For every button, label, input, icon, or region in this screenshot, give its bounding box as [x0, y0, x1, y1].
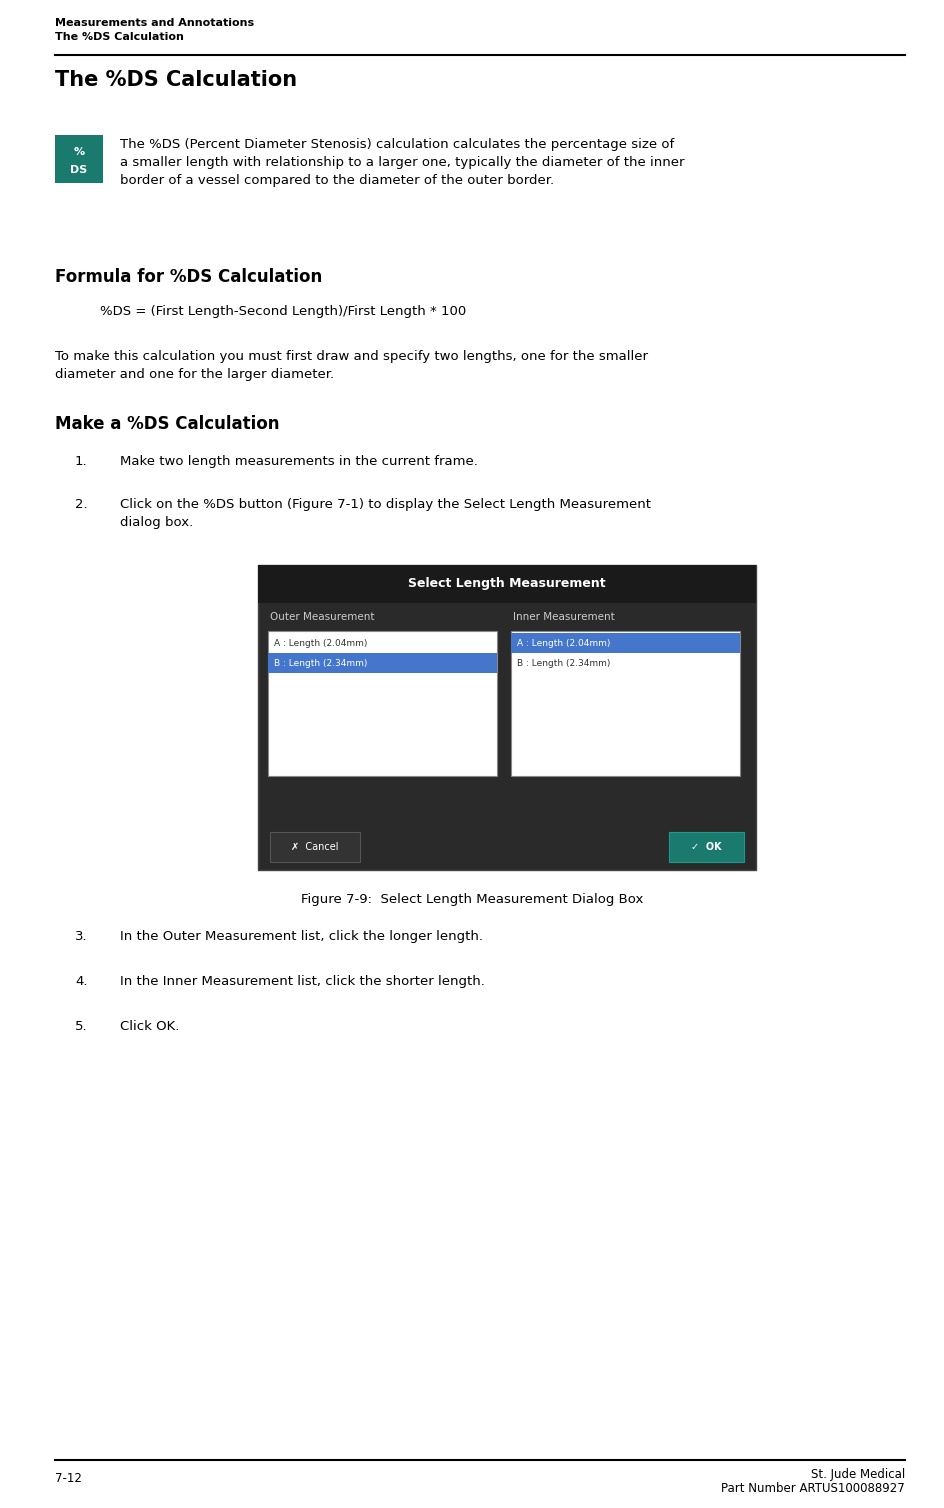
- Text: Outer Measurement: Outer Measurement: [270, 612, 374, 621]
- Text: DS: DS: [70, 164, 88, 175]
- Text: ✗  Cancel: ✗ Cancel: [291, 841, 338, 852]
- Bar: [511, 630, 739, 777]
- Text: 1.: 1.: [75, 455, 88, 467]
- Text: Part Number ARTUS100088927: Part Number ARTUS100088927: [720, 1482, 904, 1494]
- Text: B : Length (2.34mm): B : Length (2.34mm): [274, 659, 367, 668]
- Text: Make a %DS Calculation: Make a %DS Calculation: [55, 415, 279, 433]
- Text: Select Length Measurement: Select Length Measurement: [408, 578, 605, 591]
- Text: Figure 7-9:  Select Length Measurement Dialog Box: Figure 7-9: Select Length Measurement Di…: [300, 893, 643, 906]
- Bar: [55, 136, 103, 182]
- Bar: [668, 832, 743, 863]
- Text: To make this calculation you must first draw and specify two lengths, one for th: To make this calculation you must first …: [55, 350, 648, 382]
- Bar: [511, 633, 739, 653]
- Bar: [270, 832, 360, 863]
- Text: A : Length (2.04mm): A : Length (2.04mm): [274, 638, 367, 647]
- Text: St. Jude Medical: St. Jude Medical: [810, 1467, 904, 1481]
- Text: Click OK.: Click OK.: [120, 1019, 179, 1033]
- Text: Formula for %DS Calculation: Formula for %DS Calculation: [55, 268, 322, 287]
- Text: 2.: 2.: [75, 498, 88, 511]
- Bar: [268, 653, 497, 673]
- Text: %: %: [74, 146, 84, 157]
- Text: A : Length (2.04mm): A : Length (2.04mm): [516, 638, 610, 647]
- Bar: [258, 566, 755, 603]
- Bar: [258, 566, 755, 870]
- Text: The %DS (Percent Diameter Stenosis) calculation calculates the percentage size o: The %DS (Percent Diameter Stenosis) calc…: [120, 139, 683, 187]
- Text: 3.: 3.: [75, 930, 88, 942]
- Text: The %DS Calculation: The %DS Calculation: [55, 32, 184, 42]
- Text: 4.: 4.: [75, 976, 88, 988]
- Text: Inner Measurement: Inner Measurement: [513, 612, 615, 621]
- Text: %DS = (First Length-Second Length)/First Length * 100: %DS = (First Length-Second Length)/First…: [100, 305, 465, 318]
- Text: B : Length (2.34mm): B : Length (2.34mm): [516, 659, 610, 668]
- Text: 5.: 5.: [75, 1019, 88, 1033]
- Text: Make two length measurements in the current frame.: Make two length measurements in the curr…: [120, 455, 478, 467]
- Text: ✓  OK: ✓ OK: [690, 841, 721, 852]
- Text: Click on the %DS button (Figure 7-1) to display the Select Length Measurement
di: Click on the %DS button (Figure 7-1) to …: [120, 498, 650, 529]
- Text: In the Outer Measurement list, click the longer length.: In the Outer Measurement list, click the…: [120, 930, 482, 942]
- Bar: [268, 630, 497, 777]
- Text: The %DS Calculation: The %DS Calculation: [55, 69, 296, 90]
- Text: Measurements and Annotations: Measurements and Annotations: [55, 18, 254, 29]
- Text: In the Inner Measurement list, click the shorter length.: In the Inner Measurement list, click the…: [120, 976, 484, 988]
- Text: 7-12: 7-12: [55, 1472, 82, 1485]
